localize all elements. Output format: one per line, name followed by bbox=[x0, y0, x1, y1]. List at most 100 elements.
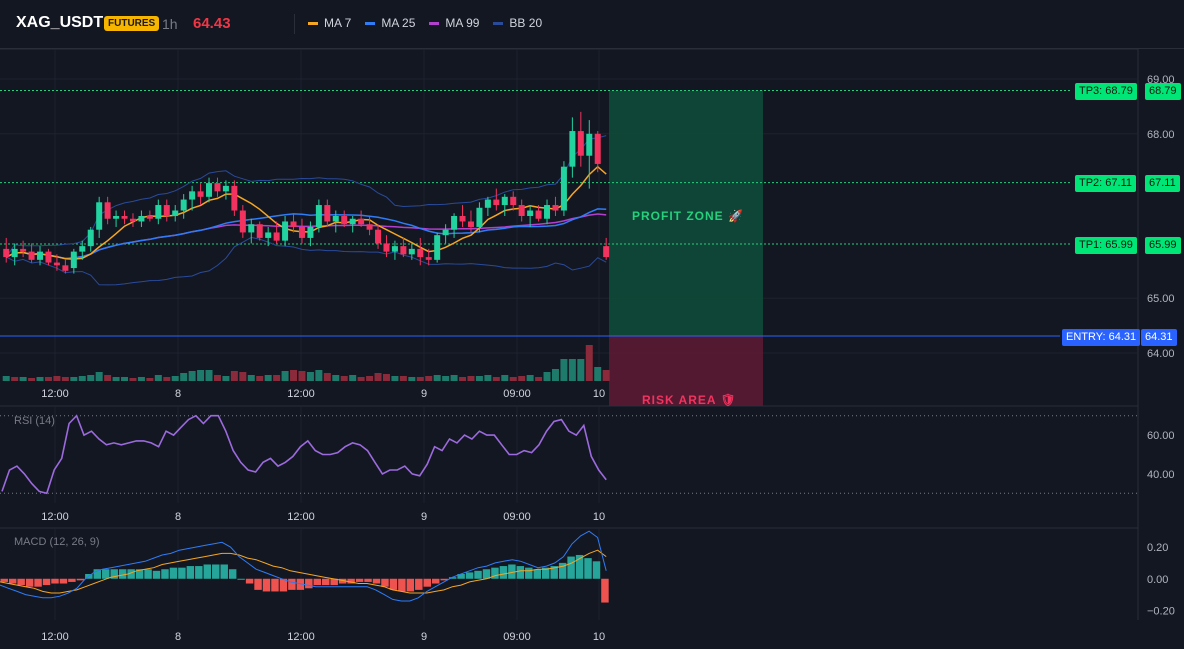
macd-histogram-bar bbox=[254, 578, 262, 590]
legend-item-ma7[interactable]: MA 7 bbox=[308, 16, 351, 30]
symbol-name[interactable]: XAG_USDT bbox=[16, 14, 104, 31]
candle-up bbox=[442, 229, 449, 236]
rsi-time-tick: 8 bbox=[175, 511, 181, 523]
legend-item-bb20[interactable]: BB 20 bbox=[493, 16, 542, 30]
candle-up bbox=[544, 205, 551, 219]
macd-histogram-bar bbox=[195, 566, 203, 579]
volume-bar bbox=[112, 377, 120, 381]
candle-up bbox=[501, 196, 508, 206]
volume-bar bbox=[222, 376, 230, 381]
volume-bar bbox=[70, 377, 78, 381]
candle-down bbox=[273, 232, 280, 241]
timeframe-label[interactable]: 1h bbox=[162, 16, 178, 32]
candle-down bbox=[121, 216, 128, 219]
rsi-time-tick: 12:00 bbox=[287, 511, 315, 523]
candle-up bbox=[70, 251, 77, 269]
volume-bar bbox=[154, 375, 162, 381]
candle-down bbox=[28, 251, 35, 260]
macd-histogram-bar bbox=[525, 567, 533, 579]
volume-bar bbox=[357, 377, 365, 381]
candle-down bbox=[239, 210, 246, 233]
macd-histogram-bar bbox=[220, 564, 228, 579]
bb-upper-line bbox=[5, 135, 607, 258]
macd-histogram-bar bbox=[118, 569, 127, 579]
legend-label: MA 99 bbox=[445, 16, 480, 30]
header-divider bbox=[294, 14, 295, 34]
candle-up bbox=[560, 166, 567, 211]
candle-down bbox=[459, 216, 466, 222]
price-time-tick: 9 bbox=[421, 388, 427, 400]
macd-signal-line bbox=[0, 549, 607, 594]
candle-down bbox=[366, 224, 373, 230]
volume-bar bbox=[433, 375, 441, 381]
volume-bar bbox=[391, 376, 399, 381]
macd-time-tick: 9 bbox=[421, 631, 427, 643]
volume-bar bbox=[459, 377, 467, 381]
volume-bar bbox=[467, 376, 475, 381]
volume-bar bbox=[416, 377, 424, 381]
legend-item-ma25[interactable]: MA 25 bbox=[365, 16, 415, 30]
legend-item-ma99[interactable]: MA 99 bbox=[429, 16, 479, 30]
macd-title: MACD (12, 26, 9) bbox=[14, 536, 100, 548]
macd-histogram-bar bbox=[330, 578, 338, 586]
candle-up bbox=[265, 232, 272, 238]
macd-histogram-bar bbox=[381, 578, 389, 587]
volume-bar bbox=[518, 376, 526, 381]
candle-up bbox=[391, 246, 398, 252]
rsi-time-tick: 12:00 bbox=[41, 511, 69, 523]
tp1-tag: TP1: 65.99 bbox=[1075, 237, 1137, 254]
ma25-line bbox=[5, 208, 607, 260]
volume-bar bbox=[526, 375, 534, 381]
volume-bar bbox=[213, 375, 221, 381]
volume-bar bbox=[146, 378, 154, 381]
volume-bar bbox=[442, 376, 450, 381]
macd-histogram-bar bbox=[338, 578, 347, 584]
macd-histogram-bar bbox=[262, 578, 271, 592]
candle-up bbox=[113, 216, 120, 219]
macd-histogram-bar bbox=[127, 569, 135, 579]
volume-bar bbox=[535, 377, 543, 381]
macd-histogram-bar bbox=[93, 569, 102, 579]
tp2-tag: TP2: 67.11 bbox=[1075, 175, 1136, 192]
volume-bar bbox=[484, 375, 492, 381]
candle-down bbox=[324, 205, 331, 222]
volume-bar bbox=[349, 375, 357, 381]
tp1-axis-value: 65.99 bbox=[1149, 239, 1177, 251]
volume-bar bbox=[171, 376, 179, 381]
volume-bar bbox=[551, 369, 559, 381]
bb-lower-line bbox=[5, 236, 607, 286]
macd-histogram-bar bbox=[398, 578, 406, 592]
macd-axis-tick: 0.00 bbox=[1147, 574, 1168, 586]
volume-bar bbox=[560, 359, 568, 381]
macd-histogram-bar bbox=[491, 567, 499, 579]
candle-down bbox=[358, 218, 365, 225]
ma7-line bbox=[5, 165, 607, 260]
entry-axis-value: 64.31 bbox=[1145, 331, 1173, 343]
candle-down bbox=[493, 199, 500, 206]
candle-down bbox=[129, 218, 136, 222]
volume-bar bbox=[61, 377, 69, 381]
macd-histogram-bar bbox=[203, 564, 212, 579]
candle-up bbox=[332, 216, 339, 222]
volume-bar bbox=[230, 371, 238, 381]
macd-histogram-bar bbox=[296, 578, 305, 590]
volume-bar bbox=[382, 374, 390, 381]
macd-histogram-bar bbox=[0, 578, 8, 582]
candle-down bbox=[425, 257, 432, 260]
macd-time-tick: 8 bbox=[175, 631, 181, 643]
rsi-time-tick: 10 bbox=[593, 511, 605, 523]
macd-histogram-bar bbox=[76, 578, 85, 581]
candle-up bbox=[155, 205, 162, 219]
macd-histogram-bar bbox=[34, 578, 42, 587]
macd-histogram-bar bbox=[178, 567, 186, 579]
price-time-tick: 8 bbox=[175, 388, 181, 400]
candle-up bbox=[349, 218, 356, 225]
macd-histogram-bar bbox=[406, 578, 415, 592]
macd-histogram-bar bbox=[322, 578, 330, 586]
macd-histogram-bar bbox=[584, 558, 592, 579]
volume-bar bbox=[28, 378, 36, 381]
candle-down bbox=[104, 202, 111, 219]
macd-histogram-bar bbox=[186, 566, 195, 579]
macd-histogram-bar bbox=[550, 566, 558, 579]
